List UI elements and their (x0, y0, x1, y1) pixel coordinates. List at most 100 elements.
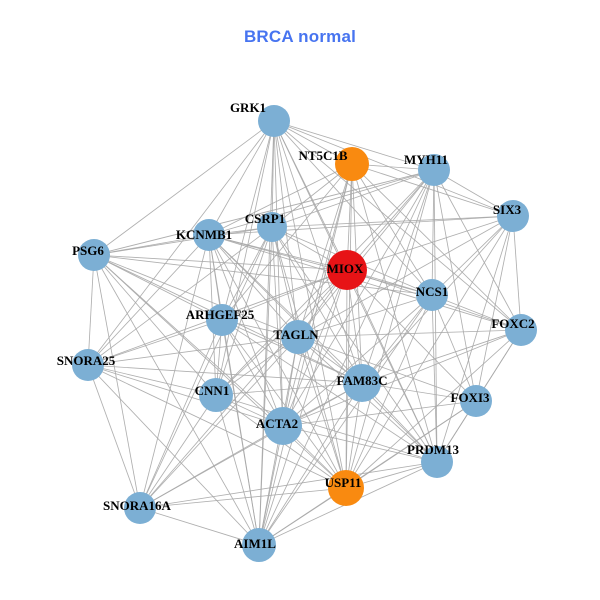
node-ACTA2[interactable] (264, 407, 302, 445)
edge-SIX3-NCS1 (431, 215, 514, 296)
edge-MYH11-PSG6 (93, 169, 435, 256)
edge-ARHGEF25-SNORA25 (87, 319, 223, 366)
edge-SNORA16A-AIM1L (139, 507, 260, 546)
edge-NCS1-PRDM13 (431, 294, 438, 463)
node-TAGLN[interactable] (281, 320, 315, 354)
edge-KCNMB1-FOXC2 (208, 234, 522, 331)
labels-layer: GRK1 NT5C1B MYH11 SIX3 CSRP1 KCNMB1 PSG6 MIOX NC… (57, 100, 535, 551)
edge-GRK1-ACTA2 (273, 120, 284, 427)
node-label-PSG6: PSG6 (72, 243, 104, 258)
node-label-NT5C1B: NT5C1B (298, 148, 347, 163)
node-MYH11[interactable] (418, 154, 450, 186)
node-NCS1[interactable] (416, 279, 448, 311)
node-FAM83C[interactable] (343, 364, 381, 402)
edge-MYH11-CSRP1 (271, 169, 435, 228)
edge-SIX3-FOXC2 (512, 215, 522, 331)
edge-MYH11-KCNMB1 (208, 169, 435, 236)
edge-GRK1-PSG6 (93, 120, 275, 256)
edge-KCNMB1-FAM83C (208, 234, 363, 384)
edge-FAM83C-AIM1L (258, 382, 363, 546)
edge-KCNMB1-USP11 (208, 234, 347, 489)
edge-CNN1-SNORA16A (139, 394, 217, 509)
page-title: BRCA normal (243, 27, 357, 46)
edge-MIOX-AIM1L (258, 269, 348, 546)
edge-FOXC2-ACTA2 (282, 329, 522, 427)
edge-NCS1-FOXI3 (431, 294, 477, 402)
edge-SIX3-PRDM13 (436, 215, 514, 463)
edge-NT5C1B-AIM1L (258, 163, 353, 546)
edge-MYH11-TAGLN (297, 169, 435, 338)
edge-TAGLN-USP11 (297, 336, 347, 489)
node-label-TAGLN: TAGLN (273, 327, 319, 342)
edge-PSG6-TAGLN (93, 254, 299, 338)
edge-FOXC2-FAM83C (361, 329, 522, 384)
node-label-CSRP1: CSRP1 (245, 211, 285, 226)
edge-GRK1-ARHGEF25 (221, 120, 275, 321)
node-MIOX[interactable] (327, 250, 367, 290)
edge-SIX3-MIOX (346, 215, 514, 271)
edge-MIOX-SNORA16A (139, 269, 348, 509)
node-label-MIOX: MIOX (327, 261, 364, 276)
edge-GRK1-FOXC2 (273, 120, 522, 331)
edge-GRK1-SNORA25 (87, 120, 275, 366)
edge-NCS1-USP11 (345, 294, 433, 489)
edge-GRK1-NCS1 (273, 120, 433, 296)
node-ARHGEF25[interactable] (206, 304, 238, 336)
node-FOXI3[interactable] (460, 385, 492, 417)
edge-MIOX-PRDM13 (346, 269, 438, 463)
edge-NT5C1B-SIX3 (351, 163, 514, 217)
edge-SIX3-CSRP1 (271, 215, 514, 228)
edge-GRK1-SIX3 (273, 120, 514, 217)
edge-CNN1-FAM83C (215, 382, 363, 396)
edge-PSG6-AIM1L (93, 254, 260, 546)
edge-MIOX-CNN1 (215, 269, 348, 396)
edge-GRK1-PRDM13 (273, 120, 438, 463)
edge-SNORA25-USP11 (87, 364, 347, 489)
edge-SNORA25-SNORA16A (87, 364, 141, 509)
edge-KCNMB1-NCS1 (208, 234, 433, 296)
edge-PSG6-ARHGEF25 (93, 254, 223, 321)
edge-USP11-SNORA16A (139, 487, 347, 509)
node-SNORA25[interactable] (72, 349, 104, 381)
edge-NT5C1B-USP11 (345, 163, 353, 489)
edge-PSG6-USP11 (93, 254, 347, 489)
node-label-FOXI3: FOXI3 (451, 390, 491, 405)
node-PSG6[interactable] (78, 239, 110, 271)
edge-FOXC2-TAGLN (297, 329, 522, 338)
edge-SIX3-TAGLN (297, 215, 514, 338)
edge-TAGLN-SNORA16A (139, 336, 299, 509)
node-label-GRK1: GRK1 (230, 100, 266, 115)
node-KCNMB1[interactable] (193, 219, 225, 251)
edge-NT5C1B-ARHGEF25 (221, 163, 353, 321)
edge-PRDM13-SNORA16A (139, 461, 438, 509)
edge-KCNMB1-TAGLN (208, 234, 299, 338)
node-USP11[interactable] (328, 470, 364, 506)
edge-CSRP1-PRDM13 (271, 226, 438, 463)
node-CNN1[interactable] (199, 378, 233, 412)
edge-FOXC2-USP11 (345, 329, 522, 489)
node-CSRP1[interactable] (257, 212, 287, 242)
edge-GRK1-KCNMB1 (208, 120, 275, 236)
node-label-FAM83C: FAM83C (336, 373, 387, 388)
node-AIM1L[interactable] (242, 528, 276, 562)
node-GRK1[interactable] (258, 105, 290, 137)
node-FOXC2[interactable] (505, 314, 537, 346)
node-label-AIM1L: AIM1L (234, 536, 276, 551)
node-NT5C1B[interactable] (335, 147, 369, 181)
edge-MIOX-FOXI3 (346, 269, 477, 402)
edge-SNORA25-AIM1L (87, 364, 260, 546)
edge-FAM83C-FOXI3 (361, 382, 477, 402)
edge-KCNMB1-SNORA25 (87, 234, 210, 366)
node-label-KCNMB1: KCNMB1 (176, 227, 232, 242)
node-SIX3[interactable] (497, 200, 529, 232)
edge-CNN1-AIM1L (215, 394, 260, 546)
edge-NT5C1B-FOXC2 (351, 163, 522, 331)
node-PRDM13[interactable] (421, 446, 453, 478)
edge-NCS1-AIM1L (258, 294, 433, 546)
edge-PSG6-SNORA25 (87, 254, 95, 366)
edge-MIOX-ARHGEF25 (221, 269, 348, 321)
node-SNORA16A[interactable] (124, 492, 156, 524)
node-label-NCS1: NCS1 (416, 284, 449, 299)
